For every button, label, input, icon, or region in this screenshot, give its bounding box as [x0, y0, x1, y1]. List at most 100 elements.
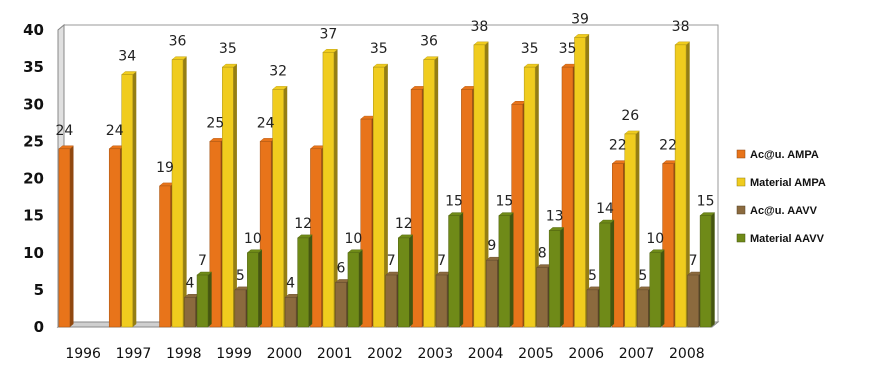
data-label: 39: [571, 11, 589, 27]
x-tick-label: 2001: [317, 346, 353, 362]
x-tick-label: 2007: [619, 346, 655, 362]
x-tick-label: 2000: [267, 346, 303, 362]
bar-side: [308, 234, 313, 327]
y-tick-label: 20: [23, 170, 44, 188]
y-axis-tick-labels: 0 5 10 15 20 25 30 35 40: [23, 21, 44, 336]
bar-front: [398, 237, 410, 328]
data-label: 9: [487, 238, 496, 254]
bar-side: [132, 71, 137, 327]
bar-front: [247, 252, 259, 328]
data-label: 24: [55, 123, 73, 139]
bar-side: [535, 64, 539, 327]
bar-front: [461, 89, 473, 328]
data-label: 15: [445, 194, 463, 210]
bar-front: [259, 141, 272, 328]
bar-side: [258, 249, 262, 327]
data-label: 15: [697, 194, 715, 210]
bar: [498, 212, 515, 328]
data-label: 26: [621, 108, 639, 124]
bar-front: [410, 89, 423, 328]
x-tick-label: 2006: [568, 346, 604, 362]
bar: [699, 212, 716, 328]
bar: [598, 219, 615, 328]
data-label: 4: [286, 275, 295, 291]
bar: [523, 63, 540, 328]
legend: Ac@u. AMPA Material AMPA Ac@u. AAVV Materia…: [736, 149, 826, 245]
bar-side: [183, 56, 187, 327]
data-label: 14: [596, 201, 614, 217]
bar-front: [498, 215, 511, 328]
bar: [548, 227, 565, 328]
bar-front: [548, 230, 561, 328]
bar: [322, 49, 339, 328]
bar-front: [523, 66, 536, 328]
bar-side: [635, 130, 640, 327]
data-label: 35: [219, 41, 237, 57]
bar-side: [283, 86, 288, 328]
y-tick-label: 15: [23, 207, 44, 225]
bar-front: [58, 148, 71, 328]
data-label: 6: [336, 260, 345, 276]
legend-label: Material AAVV: [750, 233, 825, 245]
bar-front: [687, 274, 699, 328]
bar-side: [409, 234, 413, 327]
bar-side: [509, 212, 514, 327]
bar-front: [599, 222, 611, 328]
bar: [573, 34, 590, 328]
x-tick-label: 1998: [166, 346, 202, 362]
bar-front: [586, 289, 599, 328]
data-label: 12: [294, 216, 312, 232]
bar-front: [649, 252, 662, 328]
bar-front: [448, 215, 460, 328]
bar: [473, 41, 490, 328]
bar-front: [171, 59, 184, 328]
legend-item: Ac@u. AMPA: [736, 149, 819, 161]
legend-swatch: [736, 233, 746, 243]
bar: [397, 234, 414, 328]
bar-front: [347, 252, 360, 328]
bar: [196, 271, 213, 328]
data-label: 24: [257, 115, 275, 131]
bar-front: [536, 267, 548, 328]
y-tick-label: 30: [23, 95, 44, 113]
x-axis-tick-labels: 1996 1997 1998 1999 2000 2001 2002 2003 2004 2005…: [65, 346, 704, 362]
data-label: 34: [118, 49, 136, 65]
legend-item: Material AMPA: [736, 177, 826, 189]
x-tick-label: 1997: [116, 346, 152, 362]
bar-side: [484, 41, 489, 327]
bar-front: [335, 282, 347, 328]
data-label: 8: [538, 246, 547, 262]
bars: [58, 34, 716, 328]
bar-side: [358, 249, 363, 327]
data-label: 38: [672, 19, 690, 35]
bar-side: [333, 49, 338, 328]
bar-front: [222, 66, 234, 328]
bar-front: [284, 297, 297, 328]
data-label: 7: [387, 253, 396, 269]
bar-front: [662, 163, 674, 328]
bar-front: [360, 118, 372, 328]
x-tick-label: 2002: [367, 346, 403, 362]
bar-front: [159, 185, 171, 328]
data-label: 5: [638, 268, 647, 284]
data-label: 22: [659, 138, 677, 154]
bar-side: [610, 220, 615, 327]
bar-front: [373, 66, 385, 328]
y-tick-label: 0: [34, 318, 44, 336]
bar: [58, 145, 75, 328]
bar-front: [624, 133, 637, 328]
data-label: 22: [609, 138, 627, 154]
bar: [271, 86, 288, 328]
bar-side: [711, 212, 715, 327]
data-label: 7: [689, 253, 698, 269]
data-label: 24: [106, 123, 124, 139]
bar-front: [209, 141, 222, 328]
bar: [221, 63, 238, 328]
data-label: 35: [370, 41, 388, 57]
bar: [624, 130, 641, 328]
data-label: 25: [206, 115, 224, 131]
data-label: 37: [320, 26, 338, 42]
bar-front: [574, 37, 586, 328]
data-label: 7: [198, 253, 207, 269]
bar-front: [272, 89, 284, 328]
